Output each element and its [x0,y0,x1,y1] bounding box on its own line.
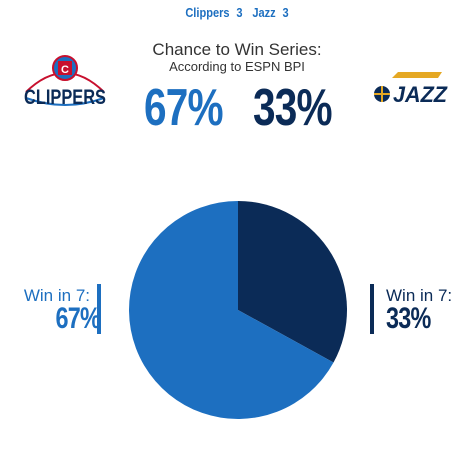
clippers-logo-text: CLIPPERS [24,86,106,109]
pie-chart [128,201,347,419]
jazz-win-in-7-value: 33% [386,302,431,335]
clippers-marker-bar [97,284,101,334]
jazz-win-in-7-label: Win in 7: [386,286,453,305]
jazz-marker-bar [370,284,374,334]
series-score: Clippers 3 Jazz 3 [36,5,439,20]
team1-wins: 3 [236,5,243,20]
chart-title: Chance to Win Series: [152,40,322,59]
svg-text:C: C [61,64,69,76]
team1-name: Clippers [185,5,230,20]
clippers-win-in-7-label: Win in 7: [23,286,90,305]
team2-name: Jazz [252,5,276,20]
clippers-logo: C CLIPPERS [24,55,106,109]
jazz-logo-text: JAZZ [393,82,448,106]
jazz-win-pct: 33% [253,79,333,137]
jazz-logo: JAZZ [374,72,448,106]
pie-slice-jazz [238,201,347,363]
chart-subtitle: According to ESPN BPI [169,59,305,74]
clippers-win-pct: 67% [144,79,224,137]
team2-wins: 3 [282,5,289,20]
pie-slice-clippers [128,201,334,419]
clippers-win-in-7-value: 67% [55,302,101,335]
